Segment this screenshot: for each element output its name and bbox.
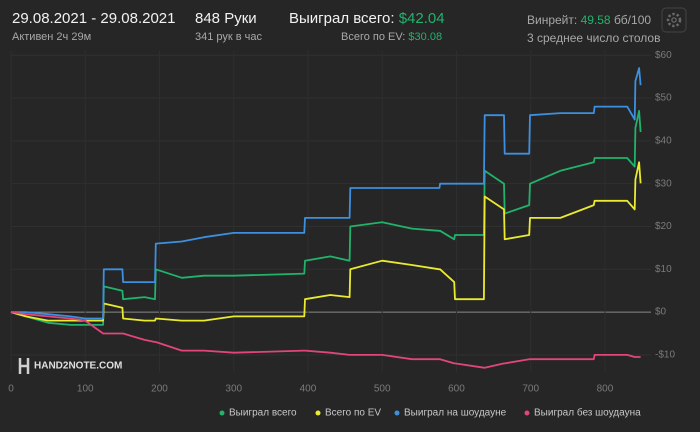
y-tick-label: -$10 — [655, 350, 675, 361]
legend-label: Всего по EV — [325, 408, 381, 419]
x-tick-label: 100 — [77, 384, 94, 395]
y-tick-label: $0 — [655, 307, 667, 318]
won-value: $42.04 — [398, 10, 445, 27]
x-tick-label: 600 — [448, 384, 465, 395]
legend-label: Выиграл без шоудауна — [534, 407, 641, 419]
legend-label: Выиграл всего — [229, 408, 297, 419]
legend-marker — [219, 410, 225, 416]
x-tick-label: 400 — [300, 384, 317, 395]
settings-frame[interactable] — [661, 7, 687, 33]
x-tick-label: 700 — [522, 384, 539, 395]
gear[interactable] — [666, 12, 682, 28]
winrate-label: Винрейт: — [527, 13, 578, 27]
hands-per-hour: 341 рук в час — [195, 31, 263, 43]
x-tick-label: 800 — [597, 384, 614, 395]
y-tick-label: $50 — [655, 93, 672, 104]
series-line — [11, 67, 642, 320]
ev-value: $30.08 — [408, 31, 443, 43]
y-tick-label: $20 — [655, 221, 672, 232]
date-range: 29.08.2021 - 29.08.2021 — [12, 10, 176, 27]
won-total: Выиграл всего: $42.04 — [289, 10, 445, 27]
logo-icon — [18, 358, 30, 374]
logo-text: HAND2NOTE.COM — [34, 361, 122, 372]
x-tick-label: 200 — [151, 384, 168, 395]
legend-label: Выиграл на шоудауне — [404, 408, 507, 419]
series-line — [10, 110, 642, 326]
settings-button[interactable] — [661, 7, 687, 33]
y-tick-label: $30 — [655, 178, 672, 189]
logo: HAND2NOTE.COM — [18, 358, 122, 374]
x-tick-label: 300 — [225, 384, 242, 395]
legend-marker — [394, 410, 400, 416]
winrate-unit: бб/100 — [613, 13, 652, 27]
y-tick-label: $10 — [655, 264, 672, 275]
hands: 848 Руки — [195, 10, 257, 27]
gear-hub[interactable] — [671, 17, 677, 23]
winrate: Винрейт: 49.58 бб/100 — [527, 13, 651, 27]
grid — [10, 51, 651, 372]
winrate-value: 49.58 — [580, 13, 611, 27]
tables: 3 среднее число столов — [527, 31, 661, 45]
series-line — [10, 311, 641, 369]
x-tick-label: 500 — [374, 384, 391, 395]
legend-marker — [524, 410, 530, 416]
won-label: Выиграл всего: — [289, 10, 395, 27]
x-tick-label: 0 — [8, 384, 14, 395]
series-line — [10, 161, 642, 322]
y-tick-label: $60 — [655, 50, 672, 61]
ev-total: Всего по EV: $30.08 — [341, 31, 442, 43]
ev-label: Всего по EV: — [341, 31, 406, 43]
y-tick-label: $40 — [655, 136, 672, 147]
legend-marker — [315, 410, 321, 416]
active-time: Активен 2ч 29м — [12, 31, 92, 43]
